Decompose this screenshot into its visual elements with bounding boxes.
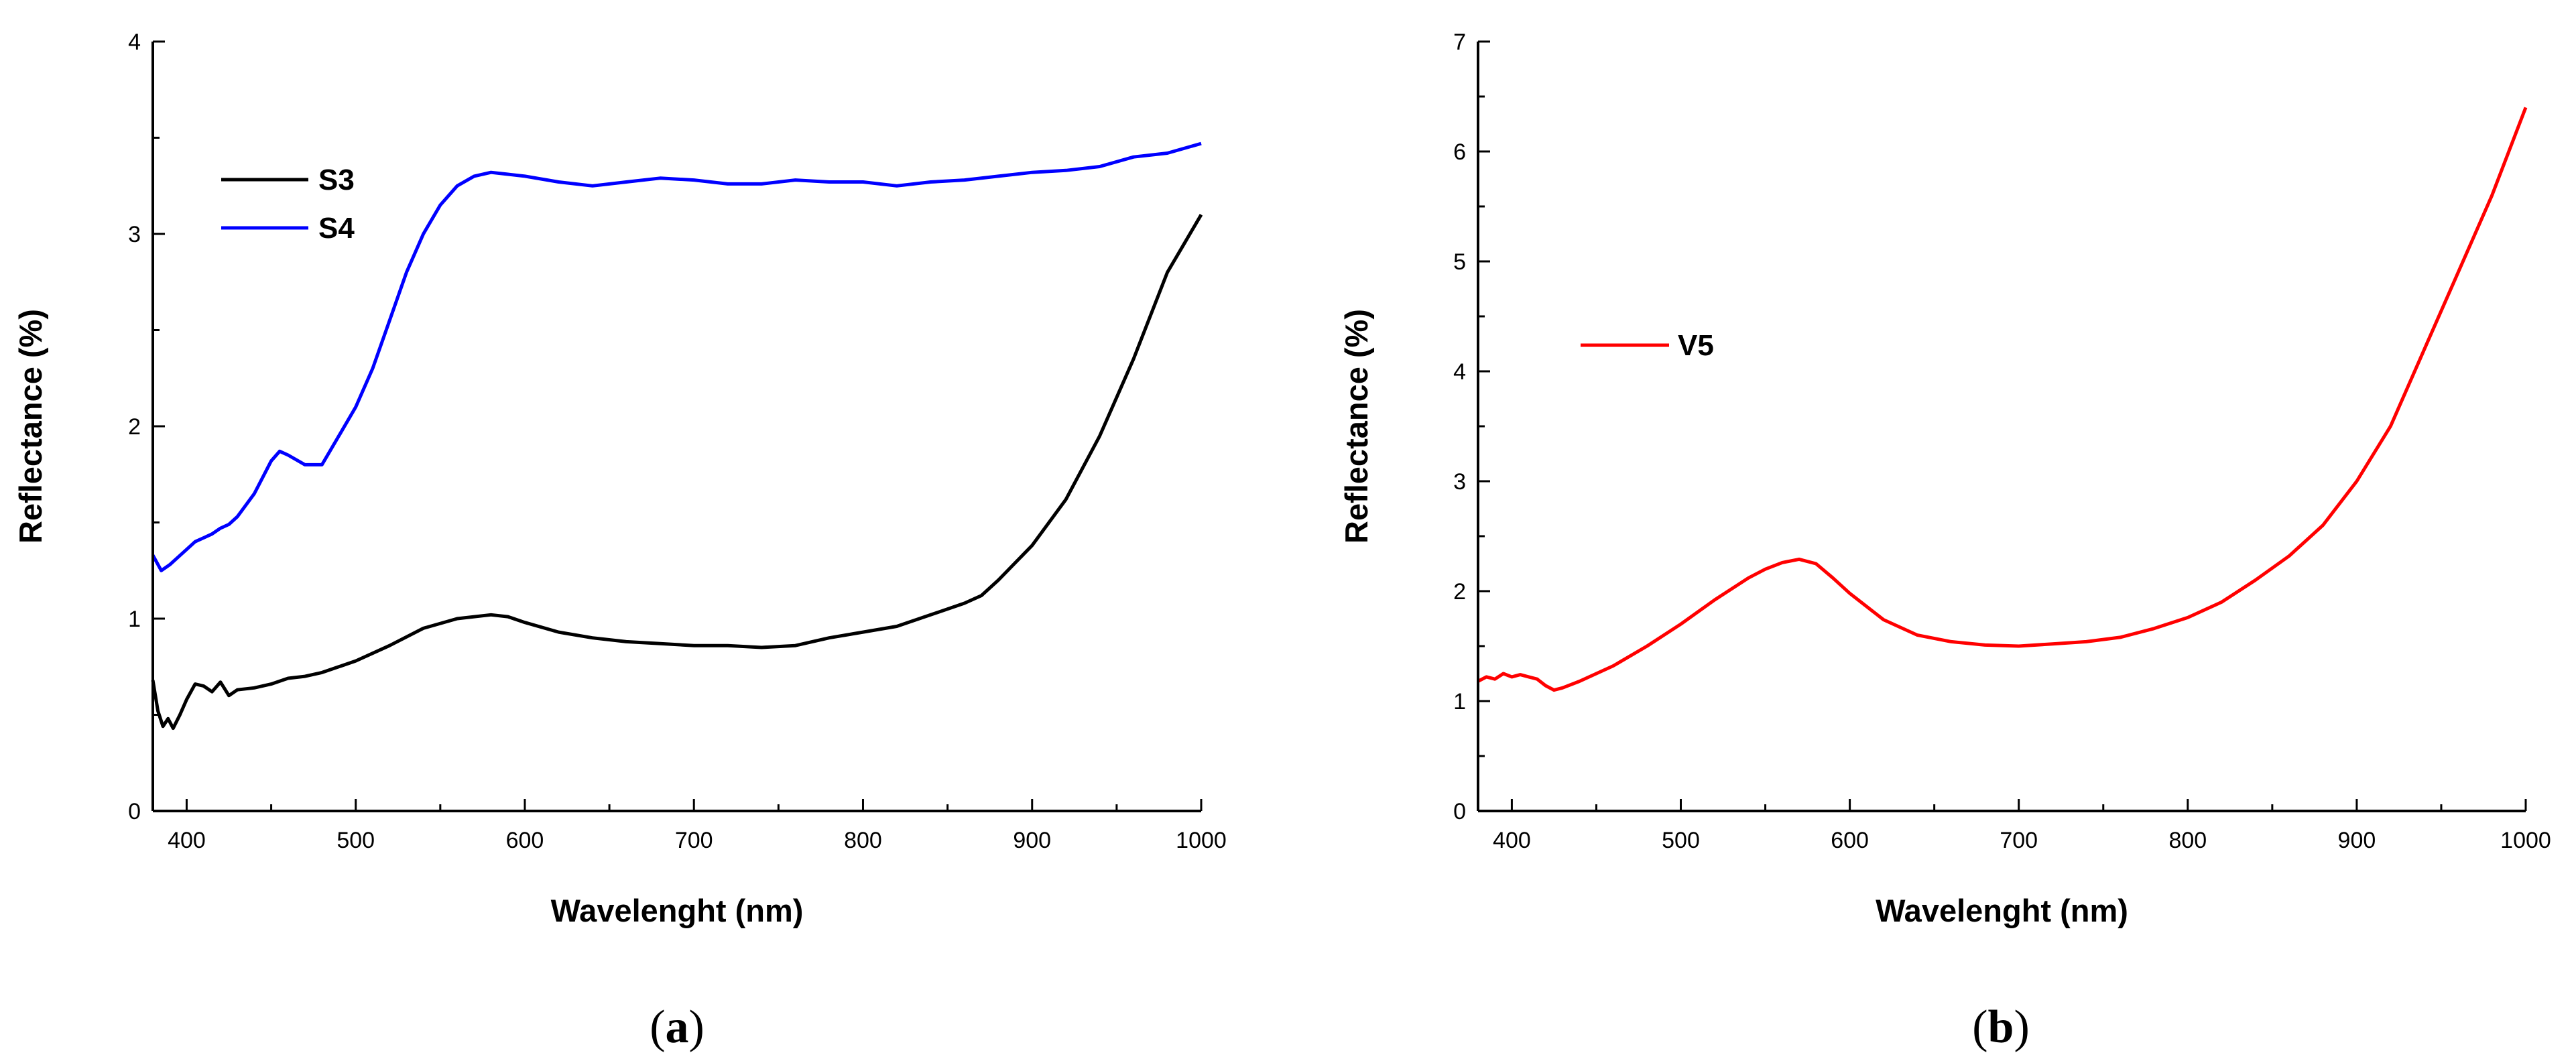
x-tick-label: 600	[1831, 828, 1869, 853]
y-tick-label: 2	[128, 414, 141, 440]
x-tick-label: 400	[168, 828, 206, 853]
y-tick-label: 1	[1453, 689, 1466, 714]
y-tick-label: 5	[1453, 249, 1466, 275]
panel-label-open: (	[1972, 1001, 1987, 1053]
y-tick-label: 3	[1453, 469, 1466, 495]
y-tick-label: 0	[128, 799, 141, 824]
y-tick-label: 4	[1453, 359, 1466, 385]
x-tick-label: 700	[2000, 828, 2038, 853]
y-tick-label: 2	[1453, 579, 1466, 605]
series-line-s4	[151, 141, 1202, 572]
chart-panel-a: 0 1 2 3 4 400 500 600 700 800 900 1000 S3 S4 Wavelengh…	[13, 29, 1227, 1053]
x-axis-title: Wavelenght (nm)	[1876, 893, 2128, 928]
x-tick-label: 500	[1662, 828, 1700, 853]
panel-label-close: )	[689, 1001, 704, 1053]
panel-label-open: (	[650, 1001, 665, 1053]
panel-label: (b)	[1972, 1001, 2030, 1053]
x-tick-label: 600	[506, 828, 544, 853]
legend-label: S4	[318, 212, 355, 245]
x-axis-title: Wavelenght (nm)	[551, 893, 804, 928]
y-tick-label: 0	[1453, 799, 1466, 824]
y-tick-label: 7	[1453, 29, 1466, 55]
x-tick-label: 400	[1493, 828, 1531, 853]
series-line-v5	[1477, 107, 2528, 692]
y-axis-title: Reflectance (%)	[1339, 309, 1374, 544]
y-tick-label: 3	[128, 222, 141, 247]
legend-label: S3	[318, 164, 355, 196]
x-tick-label: 900	[2338, 828, 2376, 853]
x-tick-label: 500	[336, 828, 375, 853]
legend: S3 S4	[221, 164, 355, 245]
y-tick-label: 1	[128, 607, 141, 632]
panel-label-close: )	[2014, 1001, 2029, 1053]
y-axis-title: Reflectance (%)	[13, 309, 48, 544]
series-line-s3	[151, 214, 1203, 731]
chart-panel-b: 0 1 2 3 4 5 6 7 400 500 600 700 800 900 1000 V5 Waveleng…	[1339, 29, 2551, 1053]
x-tick-label: 1000	[2500, 828, 2551, 853]
x-tick-label: 900	[1013, 828, 1051, 853]
panel-label: (a)	[650, 1001, 704, 1053]
panel-label-letter: b	[1988, 1001, 2014, 1053]
x-tick-label: 700	[675, 828, 713, 853]
legend: V5	[1581, 329, 1714, 362]
x-tick-label: 1000	[1176, 828, 1227, 853]
y-tick-label: 4	[128, 29, 141, 55]
x-tick-label: 800	[2168, 828, 2207, 853]
x-tick-label: 800	[844, 828, 882, 853]
y-tick-label: 6	[1453, 139, 1466, 165]
legend-label: V5	[1678, 329, 1714, 362]
panel-label-letter: a	[666, 1001, 689, 1053]
